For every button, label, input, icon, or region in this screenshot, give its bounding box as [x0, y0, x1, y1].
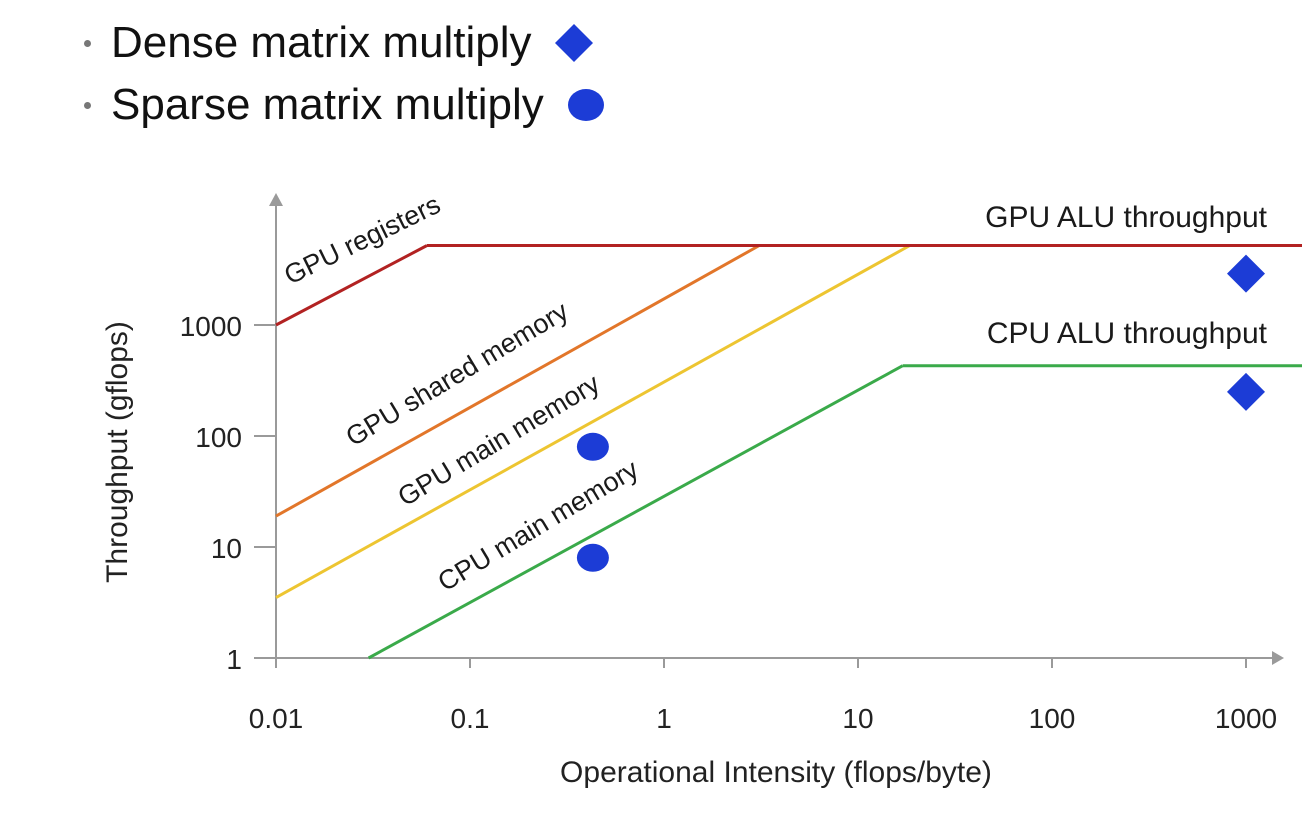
line-gpu-registers [275, 244, 428, 327]
label-cpu-alu-throughput: CPU ALU throughput [987, 317, 1268, 350]
y-tick-label: 1 [226, 644, 242, 675]
sparse-matrix-point [576, 432, 609, 461]
circle-marker-icon [567, 89, 604, 121]
x-tick-label: 1000 [1215, 703, 1277, 734]
label-gpu-registers: GPU registers [279, 189, 445, 290]
y-tick-label: 1000 [180, 311, 242, 342]
label-gpu-alu-throughput: GPU ALU throughput [985, 201, 1268, 234]
x-tick-label: 0.01 [249, 703, 304, 734]
axes: 0.01 0.1 1 10 100 1000 1 10 100 1000 [180, 193, 1284, 734]
data-points [576, 254, 1265, 572]
series-lines [275, 244, 1302, 660]
dense-matrix-point [1227, 372, 1265, 411]
legend-item-sparse: Sparse matrix multiply [84, 74, 606, 136]
line-gpu-shared-memory [275, 244, 761, 518]
y-axis-arrow-icon [269, 193, 283, 206]
line-gpu-main-memory [275, 244, 911, 599]
y-tick-label: 100 [195, 422, 242, 453]
y-tick-label: 10 [211, 533, 242, 564]
sparse-matrix-point [576, 543, 609, 572]
bullet-icon [84, 101, 91, 109]
x-tick-label: 100 [1029, 703, 1076, 734]
dense-matrix-point [1227, 254, 1265, 293]
x-tick-label: 0.1 [451, 703, 490, 734]
x-tick-label: 1 [656, 703, 672, 734]
y-axis-label: Throughput (gflops) [101, 321, 134, 583]
x-tick-label: 10 [842, 703, 873, 734]
x-axis-arrow-icon [1272, 651, 1284, 665]
legend-label-dense: Dense matrix multiply [111, 18, 532, 67]
bullet-icon [84, 39, 91, 47]
legend-label-sparse: Sparse matrix multiply [111, 80, 544, 129]
legend: Dense matrix multiply Sparse matrix mult… [84, 12, 606, 136]
legend-item-dense: Dense matrix multiply [84, 12, 606, 74]
line-cpu-main-memory [367, 364, 904, 660]
diamond-marker-icon [554, 24, 593, 62]
x-axis-label: Operational Intensity (flops/byte) [560, 756, 992, 789]
